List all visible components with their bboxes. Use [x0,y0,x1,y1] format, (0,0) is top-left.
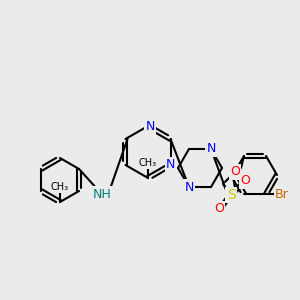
Text: O: O [230,165,240,178]
Text: S: S [226,188,236,202]
Text: NH: NH [93,188,111,200]
Text: O: O [240,175,250,188]
Text: N: N [206,142,216,155]
Text: N: N [145,119,155,133]
Text: N: N [184,181,194,194]
Text: N: N [166,158,175,172]
Text: CH₃: CH₃ [139,158,157,168]
Text: Br: Br [275,188,289,201]
Text: CH₃: CH₃ [51,182,69,192]
Text: O: O [214,202,224,215]
